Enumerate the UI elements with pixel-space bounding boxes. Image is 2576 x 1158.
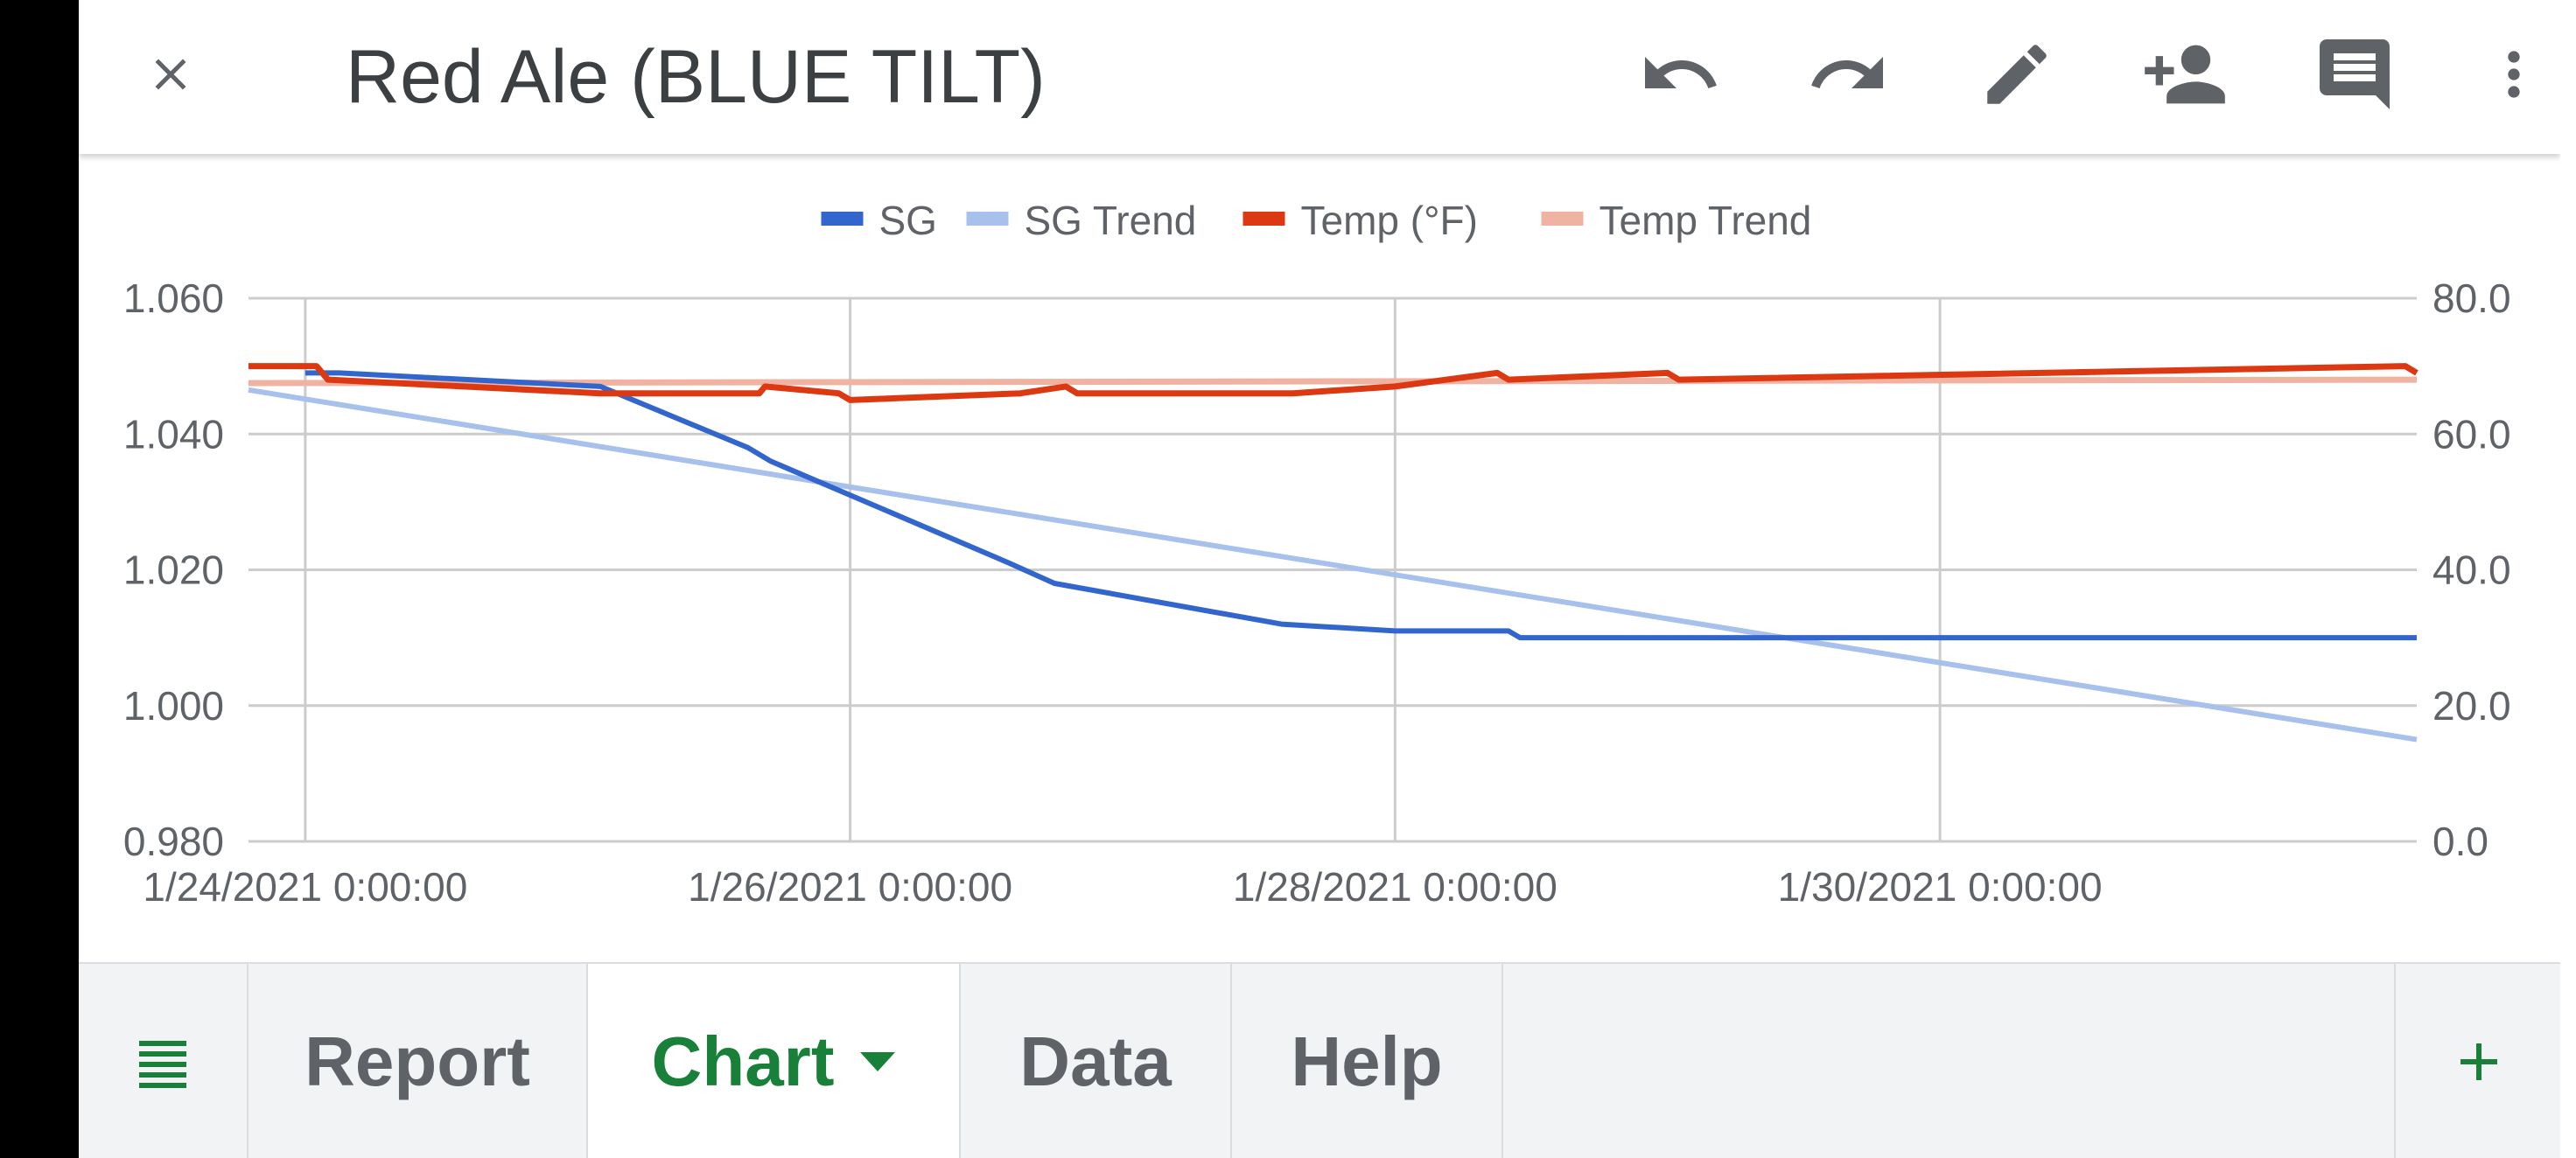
- y-right-tick-label: 0.0: [2432, 819, 2488, 864]
- add-person-icon: [2145, 45, 2225, 104]
- app-window: Red Ale (BLUE TILT): [79, 0, 2560, 1158]
- menu-icon: [139, 1041, 186, 1088]
- tab-chart[interactable]: Chart: [588, 964, 961, 1158]
- tab-data[interactable]: Data: [961, 964, 1232, 1158]
- comment-icon: [2320, 39, 2390, 109]
- y-right-tick-label: 20.0: [2432, 683, 2511, 729]
- more-options-button[interactable]: [2474, 26, 2553, 122]
- redo-button[interactable]: [1800, 26, 1896, 122]
- y-right-tick-label: 80.0: [2432, 276, 2511, 321]
- redo-icon: [1811, 57, 1883, 88]
- tab-help-label: Help: [1291, 1022, 1443, 1100]
- series-line-sg-trend: [248, 387, 2418, 743]
- y-right-tick-label: 40.0: [2432, 548, 2511, 593]
- y-right-tick-label: 60.0: [2432, 411, 2511, 457]
- series-line-sg: [304, 370, 2417, 641]
- tab-help[interactable]: Help: [1232, 964, 1503, 1158]
- legend-swatch-sg: [821, 212, 864, 226]
- legend-swatch-temp-trend: [1541, 212, 1584, 226]
- close-icon: [155, 59, 186, 90]
- chart-area[interactable]: 1.060 80.0 1.040 60.0 1.020 40.0 1.000 20.0 0.98…: [79, 154, 2560, 962]
- tab-chart-label: Chart: [651, 1022, 835, 1100]
- y-left-tick-label: 1.000: [123, 683, 224, 729]
- close-button[interactable]: [122, 26, 219, 122]
- series-line-temp-f: [248, 363, 2418, 403]
- y-left-tick-label: 1.020: [123, 548, 224, 593]
- x-tick-label: 1/30/2021 0:00:00: [1778, 864, 2103, 910]
- legend-label-sg: SG: [879, 198, 937, 243]
- more-vert-icon: [2508, 51, 2520, 98]
- y-left-tick-label: 1.040: [123, 411, 224, 457]
- y-left-tick-label: 1.060: [123, 276, 224, 321]
- tab-data-label: Data: [1019, 1022, 1172, 1100]
- legend-label-temp-f: Temp (°F): [1301, 198, 1478, 243]
- top-app-bar: Red Ale (BLUE TILT): [79, 0, 2560, 154]
- tab-report-label: Report: [304, 1022, 530, 1100]
- legend-label-temp-trend: Temp Trend: [1600, 198, 1812, 243]
- tab-dropdown-icon[interactable]: [860, 1052, 896, 1071]
- x-tick-label: 1/24/2021 0:00:00: [143, 864, 467, 910]
- share-button[interactable]: [2137, 26, 2233, 122]
- screen-edge: [2560, 0, 2576, 1158]
- sheet-tab-bar: Report Chart Data Help: [79, 962, 2560, 1158]
- tab-report[interactable]: Report: [248, 964, 588, 1158]
- legend-swatch-temp-f: [1242, 212, 1285, 226]
- edit-icon: [1987, 45, 2047, 104]
- y-left-tick-label: 0.980: [123, 819, 224, 864]
- add-icon: [2460, 1043, 2497, 1080]
- comment-button[interactable]: [2306, 26, 2403, 122]
- sg-temp-chart[interactable]: 1.060 80.0 1.040 60.0 1.020 40.0 1.000 20.0 0.98…: [79, 154, 2560, 962]
- legend-label-sg-trend: SG Trend: [1025, 198, 1197, 243]
- x-tick-label: 1/28/2021 0:00:00: [1233, 864, 1558, 910]
- series-line-temp-trend: [248, 376, 2418, 387]
- all-sheets-button[interactable]: [79, 964, 248, 1158]
- x-tick-label: 1/26/2021 0:00:00: [688, 864, 1012, 910]
- add-sheet-button[interactable]: [2394, 964, 2560, 1158]
- undo-icon: [1645, 57, 1717, 88]
- document-title: Red Ale (BLUE TILT): [346, 35, 1046, 119]
- undo-button[interactable]: [1632, 26, 1728, 122]
- legend-swatch-sg-trend: [966, 212, 1009, 226]
- edit-button[interactable]: [1969, 26, 2065, 122]
